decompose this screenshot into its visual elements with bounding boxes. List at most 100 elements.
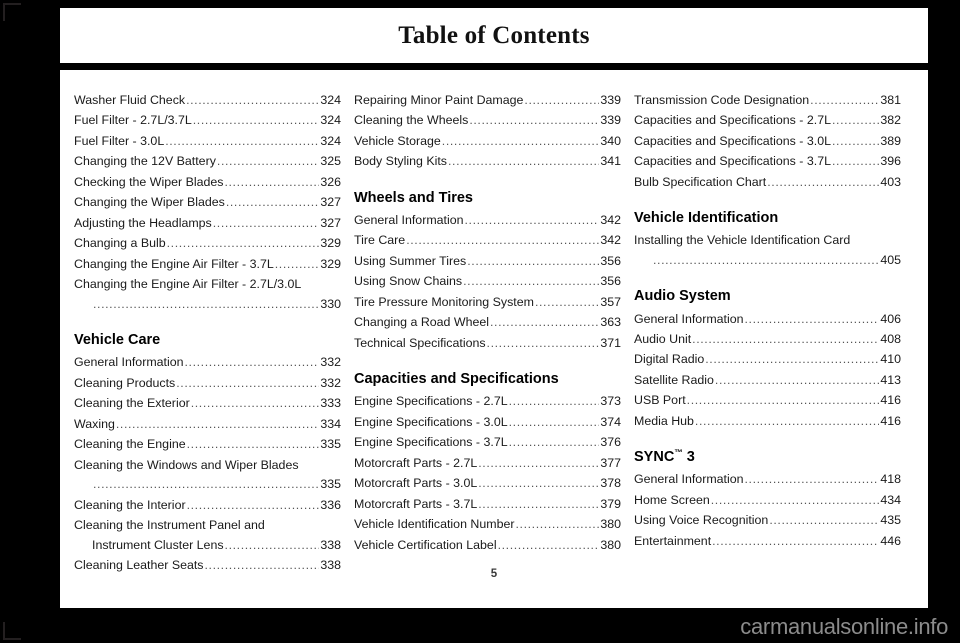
toc-entry[interactable]: Engine Specifications - 3.0L 374 xyxy=(354,413,621,432)
toc-entry[interactable]: Engine Specifications - 2.7L 373 xyxy=(354,392,621,411)
toc-entry[interactable]: Checking the Wiper Blades 326 xyxy=(74,173,341,192)
toc-entry[interactable]: Fuel Filter - 3.0L 324 xyxy=(74,132,341,151)
toc-entry[interactable]: Capacities and Specifications - 2.7L 382 xyxy=(634,111,901,130)
dot-leader xyxy=(213,214,320,233)
toc-entry[interactable]: Cleaning Leather Seats 338 xyxy=(74,556,341,575)
toc-entry-page: 396 xyxy=(880,154,901,169)
toc-entry-title: Changing the Engine Air Filter - 3.7L xyxy=(74,256,274,271)
toc-entry-page: 327 xyxy=(320,195,341,210)
toc-entry-title: Fuel Filter - 2.7L/3.7L xyxy=(74,113,192,128)
toc-entry[interactable]: Tire Care 342 xyxy=(354,231,621,250)
toc-entry[interactable]: Tire Pressure Monitoring System 357 xyxy=(354,293,621,312)
toc-entry[interactable]: General Information 406 xyxy=(634,310,901,329)
toc-section-heading: Vehicle Identification xyxy=(634,209,901,227)
toc-entry[interactable]: Changing a Road Wheel 363 xyxy=(354,313,621,332)
toc-entry[interactable]: Capacities and Specifications - 3.7L 396 xyxy=(634,152,901,171)
toc-entry[interactable]: Body Styling Kits 341 xyxy=(354,152,621,171)
toc-entry[interactable]: Repairing Minor Paint Damage 339 xyxy=(354,91,621,110)
dot-leader xyxy=(176,374,319,393)
dot-leader xyxy=(687,391,880,410)
toc-entry-title: Bulb Specification Chart xyxy=(634,174,767,189)
toc-entry[interactable]: Motorcraft Parts - 2.7L 377 xyxy=(354,454,621,473)
toc-entry-title: Capacities and Specifications - 2.7L xyxy=(634,113,831,128)
toc-entry[interactable]: Cleaning the Engine 335 xyxy=(74,435,341,454)
toc-entry[interactable]: Changing the Engine Air Filter - 2.7L/3.… xyxy=(74,275,341,314)
toc-entry-continuation: 335 xyxy=(74,475,341,494)
dot-leader xyxy=(186,91,319,110)
toc-section-heading-label: Vehicle Care xyxy=(74,332,161,349)
toc-entry[interactable]: Motorcraft Parts - 3.7L 379 xyxy=(354,495,621,514)
toc-entry-page: 446 xyxy=(880,533,901,548)
toc-entry[interactable]: General Information 418 xyxy=(634,470,901,489)
toc-entry[interactable]: Using Snow Chains 356 xyxy=(354,272,621,291)
toc-entry-line: Capacities and Specifications - 3.0L 389 xyxy=(634,132,901,151)
toc-entry[interactable]: Engine Specifications - 3.7L 376 xyxy=(354,433,621,452)
toc-entry[interactable]: Home Screen 434 xyxy=(634,491,901,510)
dot-leader xyxy=(167,234,320,253)
toc-entry-line: Vehicle Identification Number 380 xyxy=(354,515,621,534)
toc-entry-line: Waxing 334 xyxy=(74,415,341,434)
crop-mark-bottom-left xyxy=(3,622,21,640)
toc-entry-continuation: Instrument Cluster Lens 338 xyxy=(74,536,341,555)
toc-entry[interactable]: Changing the Wiper Blades 327 xyxy=(74,193,341,212)
toc-entry-page: 336 xyxy=(320,497,341,512)
toc-entry[interactable]: Bulb Specification Chart 403 xyxy=(634,173,901,192)
toc-entry[interactable]: Vehicle Certification Label 380 xyxy=(354,536,621,555)
toc-entry[interactable]: Changing the 12V Battery 325 xyxy=(74,152,341,171)
toc-entry[interactable]: Entertainment 446 xyxy=(634,532,901,551)
toc-entry[interactable]: Transmission Code Designation 381 xyxy=(634,91,901,110)
toc-entry[interactable]: Technical Specifications 371 xyxy=(354,334,621,353)
toc-entry[interactable]: Washer Fluid Check 324 xyxy=(74,91,341,110)
toc-entry[interactable]: Installing the Vehicle Identification Ca… xyxy=(634,231,901,270)
toc-entry[interactable]: Using Voice Recognition 435 xyxy=(634,511,901,530)
toc-entry[interactable]: Fuel Filter - 2.7L/3.7L 324 xyxy=(74,111,341,130)
toc-entry[interactable]: Waxing 334 xyxy=(74,415,341,434)
toc-section-heading: SYNC™ 3 xyxy=(634,448,901,466)
toc-entry[interactable]: Vehicle Storage 340 xyxy=(354,132,621,151)
toc-entry[interactable]: Satellite Radio 413 xyxy=(634,371,901,390)
toc-entry-title: Cleaning the Exterior xyxy=(74,396,190,411)
folio-page-number: 5 xyxy=(490,568,498,580)
toc-entry-page: 339 xyxy=(600,93,621,107)
toc-entry[interactable]: Motorcraft Parts - 3.0L 378 xyxy=(354,474,621,493)
toc-entry[interactable]: Digital Radio 410 xyxy=(634,350,901,369)
toc-entry-line: Fuel Filter - 3.0L 324 xyxy=(74,132,341,151)
toc-entry[interactable]: Cleaning the Interior 336 xyxy=(74,496,341,515)
toc-entry-title: Body Styling Kits xyxy=(354,154,447,169)
toc-entry-page: 333 xyxy=(320,396,341,411)
dot-leader xyxy=(715,371,879,390)
toc-entry[interactable]: Audio Unit 408 xyxy=(634,330,901,349)
toc-entry[interactable]: USB Port 416 xyxy=(634,391,901,410)
dot-leader xyxy=(442,132,600,151)
toc-entry-page: 332 xyxy=(320,375,341,390)
toc-entry-line: Bulb Specification Chart 403 xyxy=(634,173,901,192)
toc-entry-title: Engine Specifications - 3.0L xyxy=(354,414,508,429)
toc-entry[interactable]: Capacities and Specifications - 3.0L 389 xyxy=(634,132,901,151)
dot-leader xyxy=(469,111,599,130)
dot-leader xyxy=(509,413,600,432)
toc-column-1: Washer Fluid Check324Fuel Filter - 2.7L/… xyxy=(74,91,354,576)
toc-entry-line: General Information 342 xyxy=(354,211,621,230)
toc-entry[interactable]: Media Hub 416 xyxy=(634,412,901,431)
dot-leader xyxy=(467,252,599,271)
toc-entry[interactable]: Cleaning the Exterior 333 xyxy=(74,394,341,413)
toc-entry[interactable]: General Information 342 xyxy=(354,211,621,230)
toc-section-heading: Wheels and Tires xyxy=(354,189,621,207)
toc-entry-line: Engine Specifications - 3.7L 376 xyxy=(354,433,621,452)
toc-entry-page: 342 xyxy=(600,233,621,248)
toc-entry[interactable]: Adjusting the Headlamps 327 xyxy=(74,214,341,233)
toc-entry[interactable]: Changing a Bulb 329 xyxy=(74,234,341,253)
toc-entry[interactable]: General Information 332 xyxy=(74,353,341,372)
toc-entry[interactable]: Vehicle Identification Number 380 xyxy=(354,515,621,534)
toc-entry[interactable]: Using Summer Tires 356 xyxy=(354,252,621,271)
toc-entry[interactable]: Cleaning the Windows and Wiper Blades 335 xyxy=(74,456,341,495)
dot-leader xyxy=(767,173,879,192)
toc-entry-title: Changing a Bulb xyxy=(74,236,166,251)
toc-entry[interactable]: Cleaning the Wheels 339 xyxy=(354,111,621,130)
toc-entry[interactable]: Cleaning the Instrument Panel and Instrum… xyxy=(74,516,341,555)
toc-entry[interactable]: Cleaning Products 332 xyxy=(74,374,341,393)
toc-entry-title: Repairing Minor Paint Damage xyxy=(354,93,524,107)
toc-section-heading: Audio System xyxy=(634,287,901,305)
toc-entry[interactable]: Changing the Engine Air Filter - 3.7L 329 xyxy=(74,255,341,274)
toc-entry-page: 363 xyxy=(600,315,621,330)
